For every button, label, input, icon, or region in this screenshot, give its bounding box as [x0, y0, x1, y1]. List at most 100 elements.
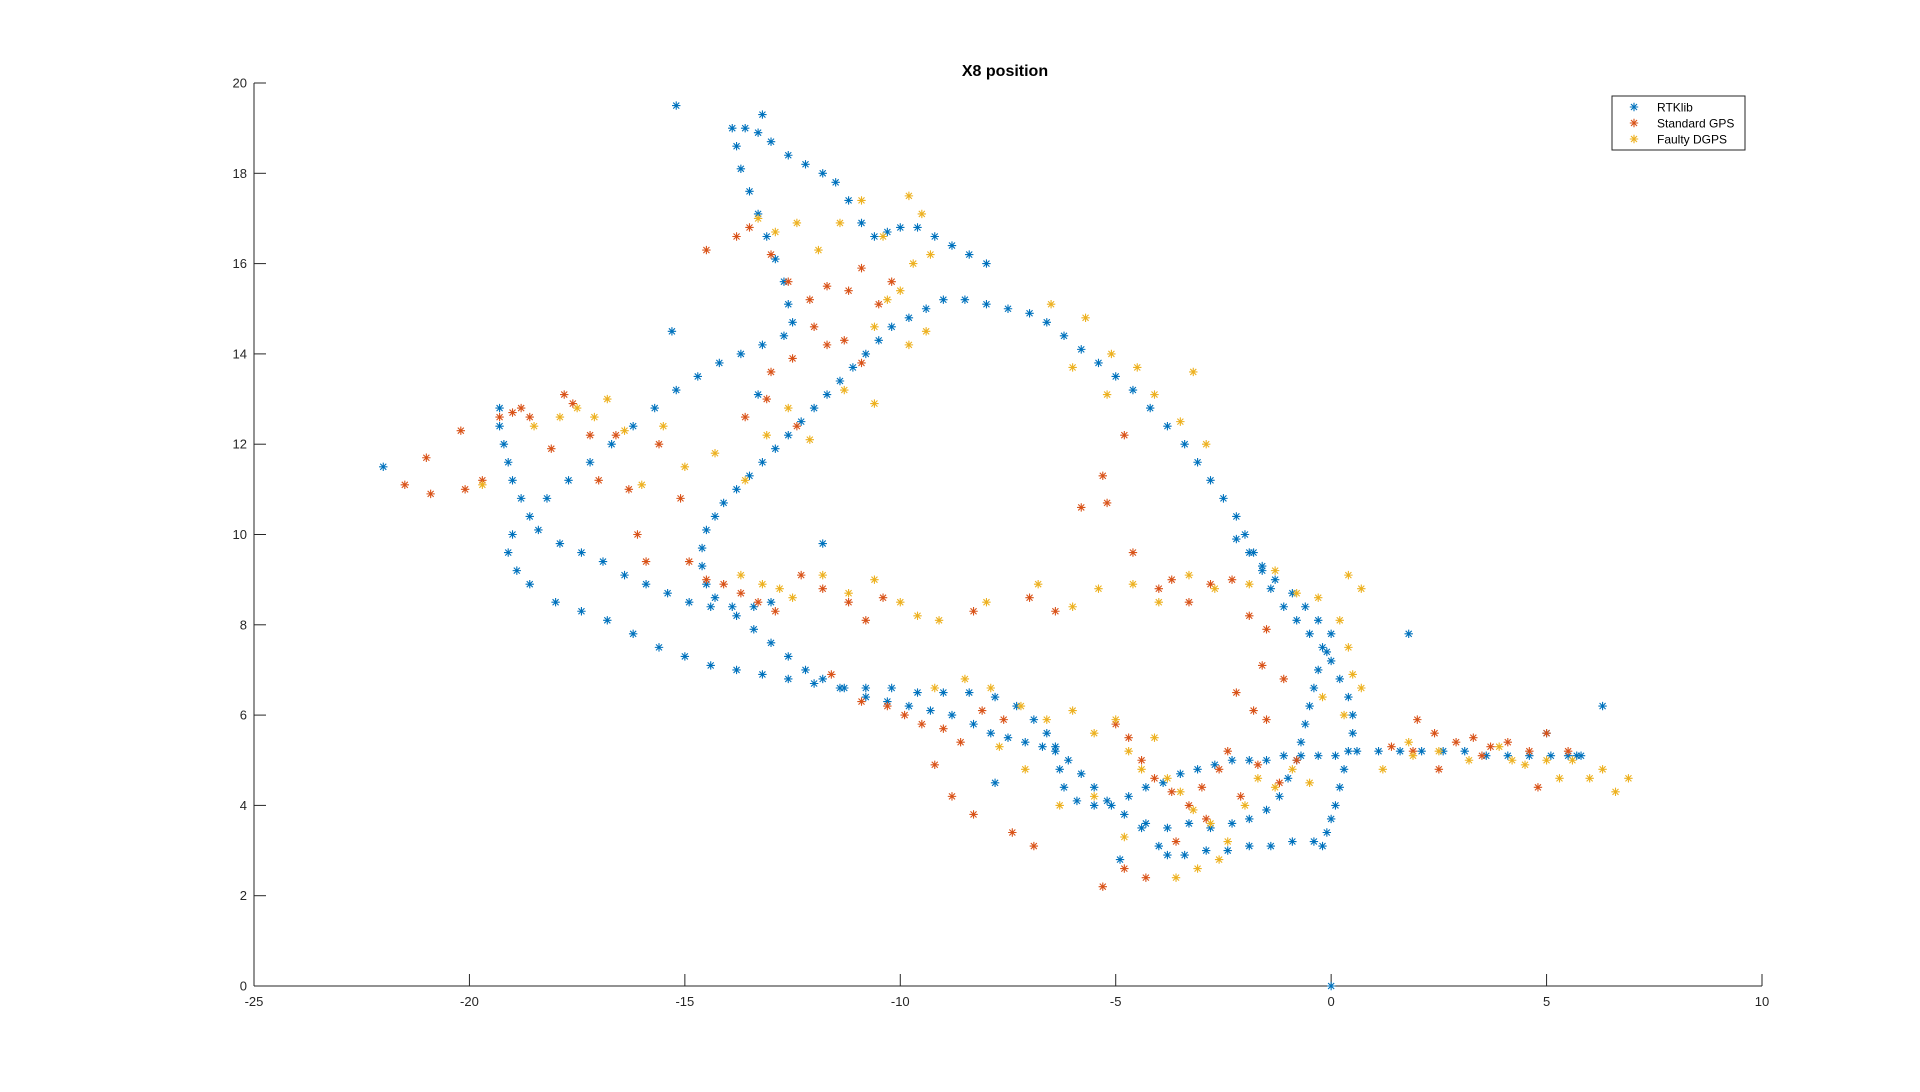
data-point: [939, 688, 948, 697]
data-point: [784, 430, 793, 440]
data-point: [758, 579, 767, 589]
data-point: [1141, 819, 1151, 828]
data-point: [1378, 765, 1388, 774]
legend-item-rtklib[interactable]: RTKlib: [1629, 101, 1693, 115]
data-point: [926, 706, 935, 715]
data-point: [1270, 566, 1280, 575]
data-point: [1184, 598, 1194, 607]
data-point: [775, 584, 784, 593]
data-point: [732, 485, 741, 494]
data-point: [1046, 300, 1056, 309]
data-point: [753, 598, 763, 607]
data-point: [896, 598, 905, 607]
data-point: [672, 385, 681, 395]
data-point: [814, 245, 823, 255]
data-point: [965, 688, 974, 697]
data-point: [766, 638, 776, 648]
data-point: [1245, 579, 1254, 589]
data-point: [680, 652, 690, 661]
data-point: [710, 512, 720, 521]
data-point: [762, 232, 771, 241]
data-point: [719, 579, 728, 589]
data-point: [1563, 751, 1573, 760]
data-point: [1344, 692, 1353, 702]
data-point: [1072, 796, 1082, 806]
data-point: [719, 498, 728, 508]
data-point: [1434, 765, 1444, 774]
data-point: [508, 530, 517, 539]
data-point: [1245, 756, 1254, 765]
data-point: [667, 327, 677, 336]
legend-item-standard-gps[interactable]: Standard GPS: [1629, 117, 1735, 131]
data-point: [766, 598, 776, 607]
data-point: [913, 223, 922, 232]
data-point: [516, 494, 526, 503]
data-point: [904, 191, 914, 201]
data-point: [706, 661, 715, 670]
data-point: [1150, 390, 1159, 399]
data-point: [1042, 715, 1051, 724]
data-point: [1102, 498, 1112, 508]
data-point: [784, 151, 793, 160]
data-point: [870, 399, 879, 408]
legend-item-faulty-dgps[interactable]: Faulty DGPS: [1629, 133, 1727, 147]
data-point: [1038, 742, 1047, 751]
data-point: [1163, 823, 1172, 833]
y-tick-label: 0: [240, 979, 247, 994]
data-point: [788, 318, 797, 327]
data-point: [624, 485, 634, 494]
data-point: [784, 277, 793, 286]
data-point: [1245, 611, 1254, 620]
y-tick-label: 10: [233, 527, 247, 542]
data-point: [740, 412, 750, 422]
data-point: [590, 412, 599, 422]
data-point: [594, 476, 603, 485]
data-point: [1352, 747, 1362, 756]
legend[interactable]: RTKlib Standard GPS Faulty DGPS: [1611, 95, 1746, 151]
data-point: [818, 570, 827, 580]
data-point: [784, 652, 793, 661]
data-point: [1051, 742, 1060, 751]
data-point: [896, 223, 905, 232]
data-point: [1408, 751, 1418, 760]
data-point: [495, 421, 504, 431]
x-tick-label: 5: [1543, 994, 1550, 1009]
data-point: [1339, 710, 1349, 720]
data-point: [1227, 575, 1237, 584]
data-point: [1507, 756, 1517, 765]
data-point: [745, 471, 754, 481]
data-point: [1305, 629, 1314, 639]
data-point: [603, 394, 612, 404]
data-point: [1124, 792, 1133, 801]
data-point: [1223, 747, 1232, 756]
data-point: [1335, 616, 1344, 625]
data-point: [1288, 837, 1297, 846]
data-point: [840, 336, 849, 345]
data-point: [1021, 737, 1030, 747]
data-point: [977, 706, 987, 715]
data-point: [818, 539, 827, 548]
data-point: [883, 227, 892, 237]
data-point: [1128, 385, 1138, 395]
data-point: [779, 331, 789, 341]
data-point: [749, 625, 758, 634]
y-tick-label: 8: [240, 617, 247, 632]
data-point: [693, 372, 702, 381]
data-point: [654, 643, 664, 652]
x-tick-label: -25: [245, 994, 264, 1009]
data-point: [1253, 760, 1263, 769]
data-point: [766, 367, 776, 377]
data-point: [844, 196, 853, 205]
data-point: [1025, 593, 1034, 602]
data-point: [818, 169, 827, 178]
data-point: [555, 412, 565, 422]
data-point: [840, 683, 849, 693]
data-point: [1029, 715, 1039, 724]
data-point: [969, 607, 978, 616]
data-point: [1387, 742, 1396, 751]
data-point: [1292, 588, 1301, 598]
data-point: [672, 101, 681, 110]
data-point: [1542, 756, 1551, 765]
data-point: [1206, 476, 1215, 485]
